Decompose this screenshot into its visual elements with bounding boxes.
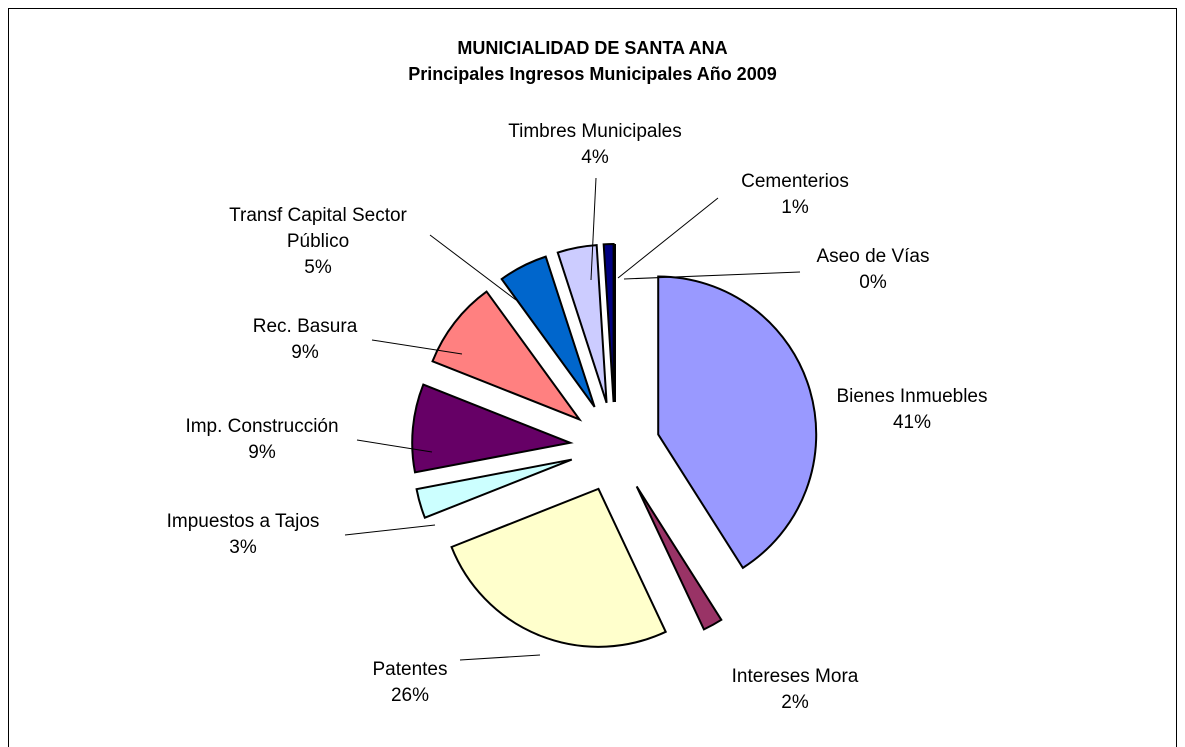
slice-label-name: Cementerios (741, 171, 849, 192)
slice-label: Intereses Mora 2% (675, 664, 915, 716)
slice-label-name: Intereses Mora (731, 666, 859, 687)
chart-title: MUNICIALIDAD DE SANTA ANA (457, 38, 728, 58)
slice-label: Aseo de Vías 0% (753, 244, 993, 296)
slice-label-value: 41% (892, 412, 932, 433)
leader-line (356, 439, 433, 453)
slice-label-value: 26% (390, 685, 430, 706)
slice-label: Timbres Municipales 4% (475, 119, 715, 171)
slice-label-name: Impuestos a Tajos (166, 511, 320, 532)
slice-label-name: Patentes (372, 659, 448, 680)
slice-label: Patentes 26% (290, 657, 530, 709)
slice-label-value: 5% (304, 257, 332, 278)
pie-slice (635, 485, 723, 631)
slice-label-value: 9% (248, 442, 276, 463)
pie-slice (411, 383, 574, 474)
leader-line (344, 524, 436, 536)
leader-line (617, 197, 719, 279)
slice-label-name: Bienes Inmuebles (836, 386, 988, 407)
slice-label: Bienes Inmuebles 41% (792, 384, 1032, 436)
chart-frame (8, 8, 1177, 747)
slice-label-value: 4% (581, 147, 609, 168)
leader-line (429, 234, 517, 301)
slice-label: Transf Capital Sector Público 5% (198, 203, 438, 281)
slice-label-name: Imp. Construcción (185, 416, 339, 437)
pie-slice (602, 243, 615, 403)
pie-slice (415, 458, 573, 520)
slice-label-value: 2% (781, 692, 809, 713)
slice-label-value: 0% (859, 272, 887, 293)
leader-line (623, 271, 801, 280)
slice-label: Impuestos a Tajos 3% (123, 509, 363, 561)
pie-slice (657, 275, 818, 570)
slice-label-name: Transf Capital Sector Público (229, 205, 407, 252)
slice-label-value: 1% (781, 197, 809, 218)
slice-label-name: Timbres Municipales (508, 121, 682, 142)
slice-label-value: 3% (229, 537, 257, 558)
leader-line (459, 654, 541, 661)
slice-label-name: Aseo de Vías (816, 246, 930, 267)
leader-line (590, 177, 597, 281)
pie-slice (431, 290, 583, 422)
pie-slice (556, 244, 608, 404)
chart-subtitle: Principales Ingresos Municipales Año 200… (408, 64, 777, 84)
slice-label-value: 9% (291, 342, 319, 363)
leader-line (371, 339, 463, 355)
pie-slice (500, 255, 596, 408)
slice-label: Imp. Construcción 9% (142, 414, 382, 466)
slice-label: Cementerios 1% (675, 169, 915, 221)
pie-slice (450, 487, 668, 648)
slice-label-name: Rec. Basura (252, 316, 358, 337)
slice-label: Rec. Basura 9% (185, 314, 425, 366)
